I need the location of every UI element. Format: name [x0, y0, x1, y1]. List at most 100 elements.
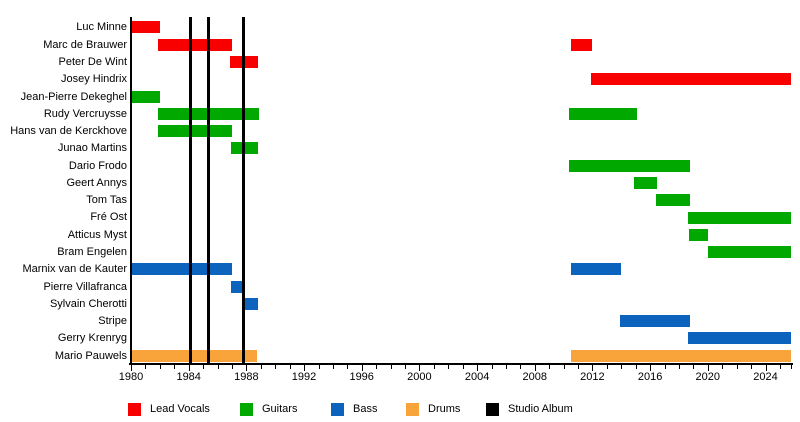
member-label: Stripe: [98, 315, 127, 328]
member-bar-guitars: [655, 194, 691, 207]
axis-minor-tick: [693, 365, 695, 369]
axis-minor-tick: [433, 365, 435, 369]
member-bar-drums: [131, 349, 257, 362]
studio-album-line: [189, 17, 193, 363]
legend-item-lead_vocals: Lead Vocals: [128, 402, 210, 416]
axis-major-tick: [592, 365, 594, 371]
axis-minor-tick: [159, 365, 161, 369]
axis-minor-tick: [664, 365, 666, 369]
member-bar-guitars: [707, 246, 792, 258]
axis-tick-label: 2008: [522, 371, 548, 383]
member-label: Mario Pauwels: [54, 349, 127, 362]
axis-minor-tick: [231, 365, 233, 369]
axis-minor-tick: [376, 365, 378, 369]
y-axis-line: [129, 17, 132, 365]
member-label: Fré Ost: [90, 211, 127, 224]
member-bar-lead_vocals: [591, 73, 792, 86]
member-bar-guitars: [157, 125, 232, 138]
axis-minor-tick: [549, 365, 551, 369]
legend-swatch-lead_vocals: [128, 402, 141, 416]
member-bar-lead_vocals: [570, 38, 593, 51]
member-bar-guitars: [687, 211, 792, 224]
member-label: Gerry Krenryg: [57, 332, 127, 345]
axis-minor-tick: [217, 365, 219, 369]
member-label: Jean-Pierre Dekeghel: [20, 90, 127, 103]
member-label: Tom Tas: [86, 194, 127, 207]
legend-swatch-drums: [406, 402, 419, 416]
legend-item-bass: Bass: [331, 402, 377, 416]
member-bar-bass: [570, 263, 622, 276]
legend-item-guitars: Guitars: [240, 402, 297, 416]
axis-tick-label: 2020: [695, 371, 721, 383]
legend-item-studio_album: Studio Album: [486, 402, 573, 416]
member-bar-drums: [570, 349, 792, 362]
legend-swatch-guitars: [240, 402, 253, 416]
legend-label: Lead Vocals: [150, 403, 210, 415]
axis-minor-tick: [390, 365, 392, 369]
member-label: Sylvain Cherotti: [49, 297, 127, 310]
member-bar-guitars: [634, 176, 658, 189]
member-bar-guitars: [569, 107, 638, 120]
axis-minor-tick: [332, 365, 334, 369]
axis-major-tick: [707, 365, 709, 371]
axis-end-tick: [791, 365, 793, 369]
axis-tick-label: 1992: [291, 371, 317, 383]
axis-minor-tick: [462, 365, 464, 369]
member-bar-guitars: [569, 159, 691, 172]
legend-label: Studio Album: [508, 403, 573, 415]
member-bar-guitars: [131, 90, 160, 103]
axis-minor-tick: [751, 365, 753, 369]
axis-major-tick: [534, 365, 536, 371]
axis-minor-tick: [736, 365, 738, 369]
member-bar-lead_vocals: [131, 21, 160, 34]
legend-swatch-studio_album: [486, 402, 499, 416]
axis-minor-tick: [260, 365, 262, 369]
axis-major-tick: [131, 365, 132, 371]
member-bar-bass: [131, 263, 232, 276]
member-bar-bass: [619, 315, 691, 328]
member-label: Bram Engelen: [57, 246, 127, 259]
axis-tick-label: 1980: [118, 371, 144, 383]
axis-tick-label: 1988: [234, 371, 259, 383]
studio-album-line: [206, 17, 210, 363]
axis-tick-label: 2004: [464, 371, 490, 383]
member-bar-bass: [230, 280, 245, 293]
axis-major-tick: [361, 365, 363, 371]
axis-major-tick: [650, 365, 652, 371]
axis-minor-tick: [578, 365, 579, 369]
axis-minor-tick: [275, 365, 277, 369]
axis-minor-tick: [491, 365, 493, 369]
member-label: Atticus Myst: [67, 228, 127, 241]
axis-major-tick: [419, 365, 421, 371]
axis-minor-tick: [679, 365, 680, 369]
axis-tick-label: 2016: [637, 371, 663, 383]
axis-minor-tick: [635, 365, 637, 369]
axis-minor-tick: [318, 365, 320, 369]
member-label: Luc Minne: [76, 21, 127, 34]
axis-minor-tick: [203, 365, 205, 369]
axis-major-tick: [765, 365, 767, 371]
axis-major-tick: [188, 365, 190, 371]
axis-tick-label: 1996: [349, 371, 374, 383]
axis-minor-tick: [174, 365, 176, 369]
legend-label: Bass: [353, 403, 378, 415]
x-axis-line: [129, 363, 794, 365]
member-bar-guitars: [689, 228, 708, 241]
axis-tick-label: 1984: [176, 371, 201, 383]
axis-minor-tick: [606, 365, 608, 369]
member-label: Josey Hindrix: [60, 73, 127, 86]
axis-major-tick: [304, 365, 305, 371]
member-label: Peter De Wint: [58, 55, 127, 68]
axis-minor-tick: [621, 365, 623, 369]
legend-swatch-bass: [331, 402, 344, 416]
axis-major-tick: [477, 365, 479, 371]
axis-minor-tick: [563, 365, 565, 369]
axis-minor-tick: [779, 365, 781, 369]
axis-tick-label: 2000: [407, 371, 432, 383]
axis-minor-tick: [145, 365, 147, 369]
axis-minor-tick: [520, 365, 522, 369]
axis-minor-tick: [405, 365, 406, 369]
studio-album-line: [242, 17, 245, 363]
member-label: Dario Frodo: [68, 159, 127, 172]
